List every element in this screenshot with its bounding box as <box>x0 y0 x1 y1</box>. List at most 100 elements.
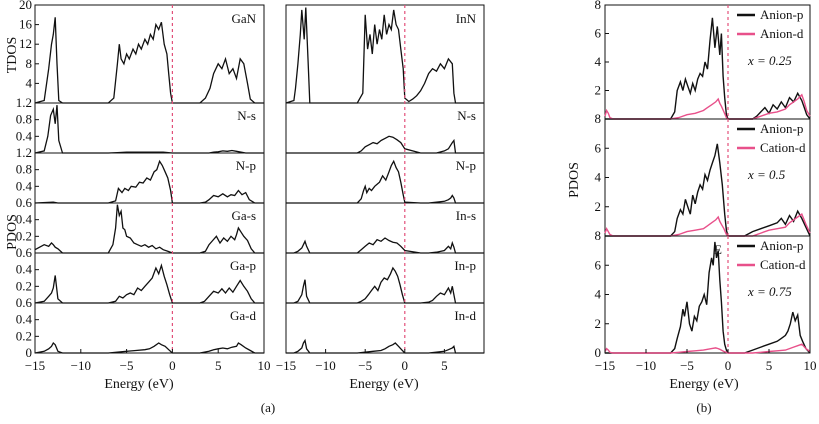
xtick-label-left-0: −15 <box>25 358 45 373</box>
legend-label-2-1: Cation-d <box>760 257 806 272</box>
label-left-0: GaN <box>231 11 256 26</box>
series-right-in-s <box>286 237 484 254</box>
xtick-label-b-4: 5 <box>766 358 773 373</box>
ytick-label-3-2: 0.2 <box>16 228 32 243</box>
panel-a-left-xlabel: Energy (eV) <box>104 377 174 392</box>
ytick-label-b-0-3: 2 <box>595 83 602 98</box>
ytick-label-1-2: 0.4 <box>16 128 33 143</box>
ytick-label-5-0: 0.6 <box>16 295 33 310</box>
label-right-4: In-p <box>454 258 476 273</box>
caption-a: (a) <box>261 400 275 415</box>
mark-2: E <box>714 242 722 257</box>
xtick-label-left-3: 0 <box>169 358 176 373</box>
series-left-ga-s <box>34 204 264 254</box>
series-left-ga-d <box>34 341 264 354</box>
ytick-label-b-1-0: 8 <box>595 111 602 126</box>
xtick-label-right-2: −5 <box>358 358 372 373</box>
label-left-2: N-p <box>236 158 256 173</box>
label-right-3: In-s <box>456 208 476 223</box>
xtick-label-b-1: −10 <box>636 358 656 373</box>
frame-left-0 <box>34 4 265 104</box>
ytick-label-4-2: 0.2 <box>16 278 32 293</box>
series-b-0-anion-d <box>604 93 811 120</box>
xtick-label-left-4: 5 <box>215 358 222 373</box>
frame-right-3 <box>285 202 485 254</box>
panel-b: Anion-p Anion-d x = 0.25 8 6 4 2 Anion-p Cation-… <box>595 0 817 373</box>
series-b-2-anion-p <box>605 241 811 354</box>
panel-a-left: GaN20161284N-s1.20.80.4N-p1.20.80.4Ga-s0… <box>16 0 271 373</box>
frame-right-5 <box>285 302 485 354</box>
ytick-label-1-1: 0.8 <box>16 112 32 127</box>
xtick-label-left-5: 10 <box>258 358 271 373</box>
series-right-n-s <box>286 135 484 154</box>
ytick-label-4-0: 0.6 <box>16 245 33 260</box>
ytick-label-b-0-0: 8 <box>595 0 602 12</box>
series-left-n-p <box>34 159 264 204</box>
series-b-2-cation-d <box>604 343 811 354</box>
panel-a-tdos-ylabel: TDOS <box>5 37 20 74</box>
caption-b: (b) <box>696 400 711 415</box>
legend-label-0-0: Anion-p <box>760 7 803 22</box>
xtick-label-b-2: −5 <box>680 358 694 373</box>
ytick-label-0-3: 8 <box>26 56 33 71</box>
label-left-3: Ga-s <box>231 208 256 223</box>
legend-label-1-0: Anion-p <box>760 121 803 136</box>
x-label-0: x = 0.25 <box>747 53 792 68</box>
panel-a-right-xlabel: Energy (eV) <box>349 377 419 392</box>
ytick-label-5-2: 0.2 <box>16 328 32 343</box>
ytick-label-b-0-2: 4 <box>595 54 602 69</box>
xtick-label-b-3: 0 <box>725 358 732 373</box>
series-left-n-s <box>34 105 264 154</box>
ytick-label-0-1: 16 <box>19 17 33 32</box>
ytick-label-2-2: 0.4 <box>16 178 33 193</box>
xtick-label-right-0: −15 <box>276 358 296 373</box>
xtick-label-b-5: 10 <box>804 358 817 373</box>
series-b-1-cation-d <box>604 213 811 237</box>
xtick-label-right-4: 5 <box>441 358 448 373</box>
label-right-1: N-s <box>457 108 476 123</box>
ytick-label-1-0: 1.2 <box>16 95 32 110</box>
series-right-n-p <box>286 159 484 204</box>
panel-a-pdos-ylabel: PDOS <box>5 214 20 250</box>
ytick-label-b-2-0: 8 <box>595 228 602 243</box>
series-b-0-anion-p <box>605 17 811 120</box>
label-right-5: In-d <box>454 308 476 323</box>
legend-label-1-1: Cation-d <box>760 140 806 155</box>
frame-left-5 <box>34 302 265 354</box>
ytick-label-b-1-3: 2 <box>595 199 602 214</box>
ytick-label-b-2-1: 6 <box>595 257 602 272</box>
label-left-4: Ga-p <box>230 258 256 273</box>
ytick-label-0-4: 4 <box>26 75 33 90</box>
ytick-label-3-1: 0.4 <box>16 212 33 227</box>
ytick-label-b-2-2: 4 <box>595 287 602 302</box>
label-left-1: N-s <box>237 108 256 123</box>
frame-left-1 <box>34 102 265 154</box>
legend-label-0-1: Anion-d <box>760 26 804 41</box>
ytick-label-2-1: 0.8 <box>16 162 32 177</box>
series-right-inn <box>285 7 484 104</box>
x-label-2: x = 0.75 <box>747 284 792 299</box>
ytick-label-b-2-3: 2 <box>595 316 602 331</box>
series-right-in-d <box>286 338 484 354</box>
series-left-gan <box>34 17 264 104</box>
xtick-label-right-1: −10 <box>315 358 335 373</box>
ytick-label-4-1: 0.4 <box>16 262 33 277</box>
label-right-0: InN <box>456 11 477 26</box>
xtick-label-left-2: −5 <box>120 358 134 373</box>
ytick-label-0-0: 20 <box>19 0 32 12</box>
xtick-label-right-3: 0 <box>402 358 409 373</box>
ytick-label-0-2: 12 <box>19 36 32 51</box>
ytick-label-5-3: 0 <box>26 345 33 360</box>
x-label-1: x = 0.5 <box>747 167 786 182</box>
ytick-label-5-1: 0.4 <box>16 312 33 327</box>
panel-a-right: InN N-s N-p In-s In-p In-d −15 −10 −5 0 5 <box>276 4 485 373</box>
ytick-label-b-1-1: 6 <box>595 140 602 155</box>
series-b-1-anion-p <box>605 143 811 237</box>
ytick-label-3-0: 0.6 <box>16 195 33 210</box>
xtick-label-left-1: −10 <box>71 358 91 373</box>
panel-b-ylabel: PDOS <box>567 162 582 198</box>
ytick-label-b-1-2: 4 <box>595 170 602 185</box>
label-left-5: Ga-d <box>230 308 256 323</box>
ytick-label-b-2-4: 0 <box>595 345 602 360</box>
